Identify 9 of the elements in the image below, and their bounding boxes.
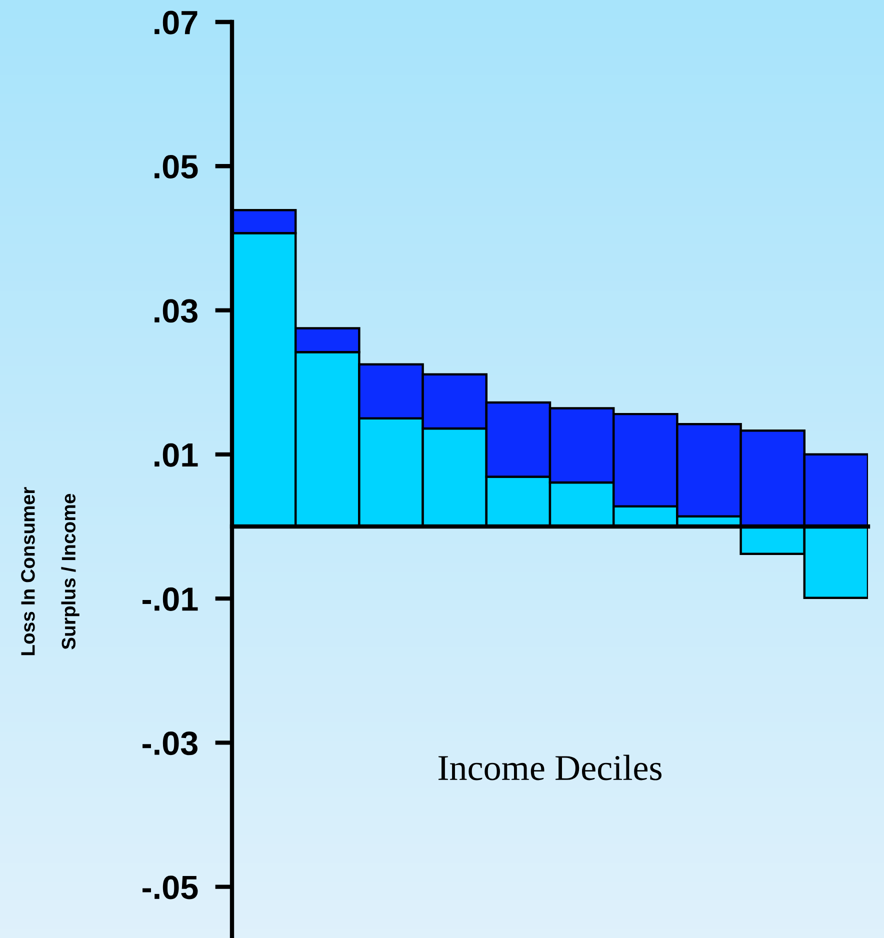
text: Loss In Consumer Surplus / Income	[21, 487, 80, 656]
y-tick-label: .05	[154, 154, 198, 179]
y-tick-label: .01	[154, 443, 198, 467]
y-tick-label: -.01	[142, 587, 198, 611]
y-tick-label: .03	[154, 299, 198, 323]
y-tick-label: -.03	[142, 731, 198, 756]
y-tick-label: -.05	[142, 876, 198, 900]
y-tick-label: .07	[154, 10, 198, 34]
x-axis-title: Income Deciles	[438, 754, 662, 780]
